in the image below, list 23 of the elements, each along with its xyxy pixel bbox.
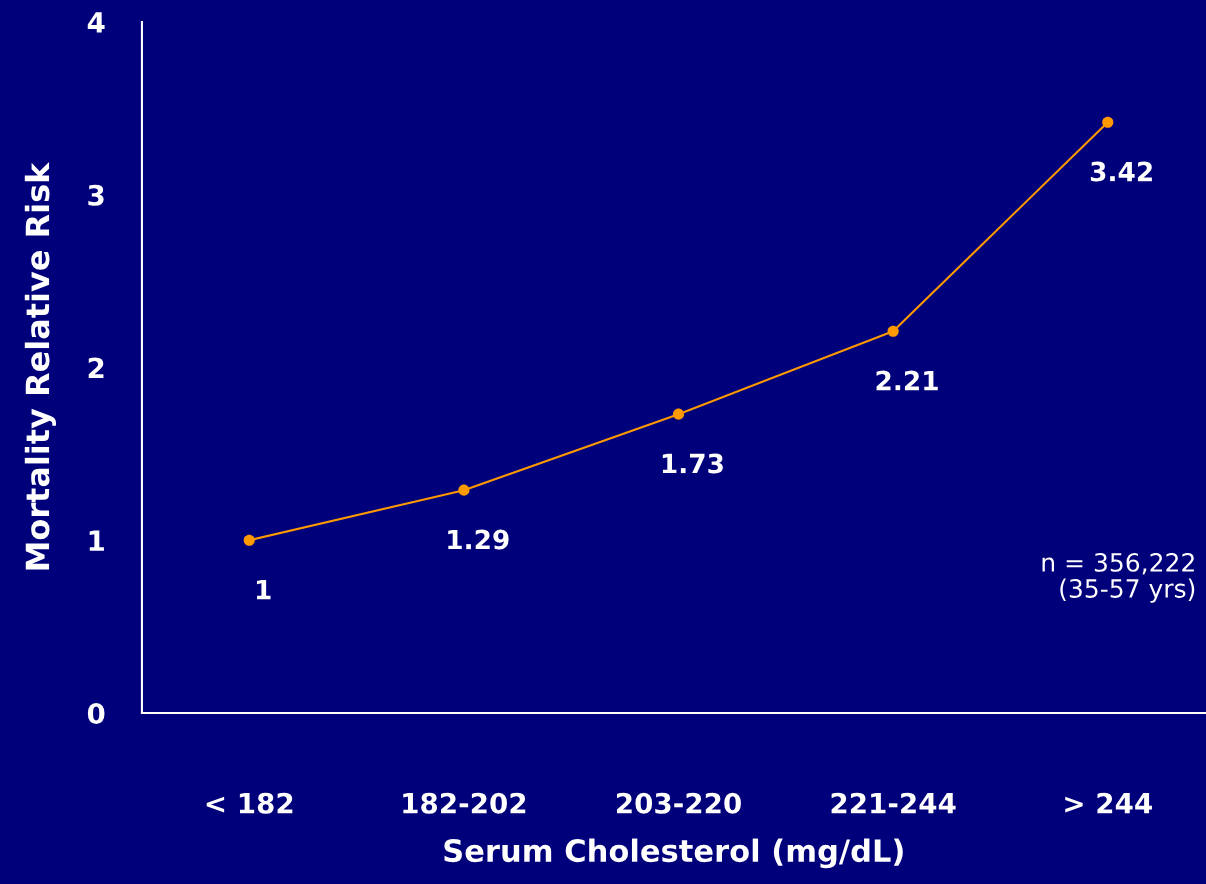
point <box>243 534 255 546</box>
y-tick-label: 4 <box>87 12 105 33</box>
y-tick-label: 0 <box>87 702 105 724</box>
x-tick-label: 221-244 <box>831 792 956 814</box>
point <box>458 484 470 496</box>
data-label: 1.29 <box>448 529 509 550</box>
x-tick-label: < 182 <box>206 792 293 814</box>
data-label: 1.73 <box>662 453 723 474</box>
y-tick-label: 2 <box>88 357 104 379</box>
data-label: 2.21 <box>876 370 938 391</box>
x-tick-label: > 244 <box>1065 792 1152 814</box>
point <box>672 408 685 420</box>
x-tick-label: 182-202 <box>403 792 526 814</box>
x-tick-label: 203-220 <box>616 792 741 814</box>
y-axis-title: Mortality Relative Risk <box>24 162 56 570</box>
data-label: 1 <box>256 579 271 600</box>
point <box>1102 116 1114 128</box>
x-axis-title: Serum Cholesterol (mg/dL) <box>444 838 903 869</box>
data-label: 3.42 <box>1090 161 1152 182</box>
annotation: n = 356,222 (35-57 yrs) <box>1042 552 1195 603</box>
y-tick-label: 3 <box>88 184 104 206</box>
point <box>887 325 899 337</box>
y-tick-label: 1 <box>89 530 104 551</box>
